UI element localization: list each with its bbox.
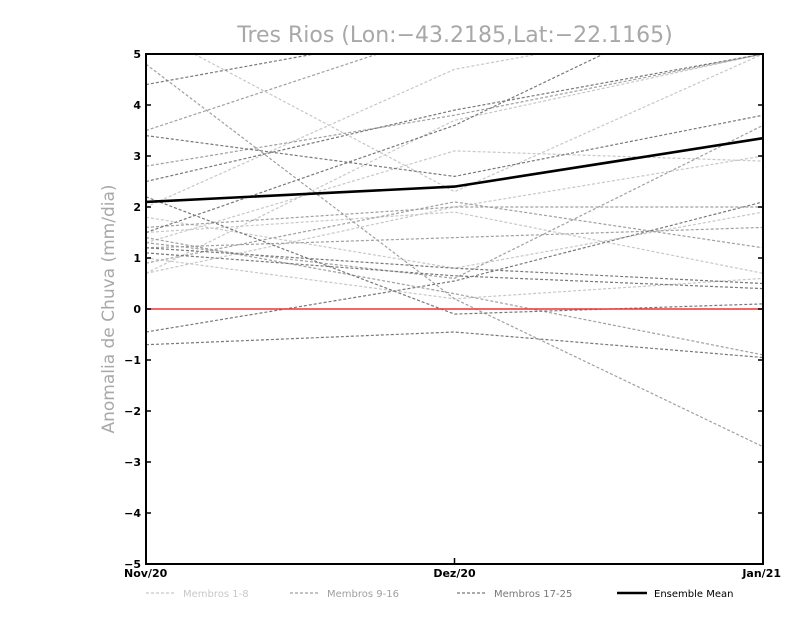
chart-legend: Membros 1-8 Membros 9-16 Membros 17-25 Ense…: [146, 589, 733, 600]
member-line-g3-1: [146, 54, 763, 182]
y-tick-label: 4: [133, 99, 141, 112]
x-tick-label: Jan/21: [741, 567, 781, 580]
x-tick-label: Dez/20: [433, 567, 476, 580]
y-tick-label: 0: [133, 303, 141, 316]
ensemble-mean-line: [146, 138, 763, 202]
member-line-g3-4: [146, 332, 763, 358]
y-tick-label: 3: [133, 150, 141, 163]
ensemble-member-lines: [146, 0, 763, 447]
legend-label: Membros 9-16: [327, 589, 399, 600]
y-tick-label: −2: [124, 405, 141, 418]
y-tick-label: 5: [133, 48, 141, 61]
ensemble-mean-layer: [146, 138, 763, 202]
y-tick-label: −4: [124, 507, 141, 520]
chart-title: Tres Rios (Lon:−43.2185,Lat:−22.1165): [236, 23, 673, 48]
x-tick-label: Nov/20: [124, 567, 168, 580]
member-line-g2-1: [146, 64, 763, 447]
y-tick-label: 2: [133, 201, 141, 214]
member-line-g3-9: [146, 253, 763, 289]
member-line-g2-6: [146, 125, 763, 278]
y-tick-label: −1: [124, 354, 141, 367]
member-line-g2-3: [146, 238, 763, 355]
legend-label: Ensemble Mean: [654, 589, 733, 600]
x-axis-ticks: Nov/20 Dez/20 Jan/21: [124, 558, 781, 580]
member-line-g1-8: [146, 54, 763, 273]
member-line-g3-3: [146, 197, 763, 314]
member-line-g2-7: [146, 207, 763, 227]
legend-label: Membros 17-25: [494, 589, 572, 600]
member-line-g2-2: [146, 227, 763, 247]
member-line-g3-2: [146, 115, 763, 176]
y-tick-label: 1: [133, 252, 141, 265]
y-axis-label: Anomalia de Chuva (mm/dia): [99, 184, 119, 433]
legend-label: Membros 1-8: [183, 589, 249, 600]
y-tick-label: −3: [124, 456, 141, 469]
